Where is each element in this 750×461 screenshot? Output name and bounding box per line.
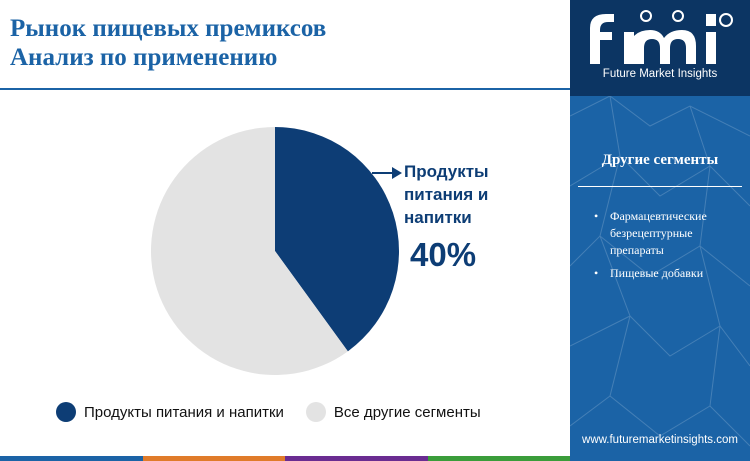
other-segments-list: • Фармацевтические безрецептурные препар… [594,208,744,288]
bullet-icon: • [594,209,599,223]
accent-bar-segment [427,456,570,461]
page-title: Рынок пищевых премиксов Анализ по примен… [10,14,565,72]
title-divider [0,88,570,90]
legend-swatch [305,402,326,422]
sidebar-heading: Другие сегменты [601,152,719,168]
title-line-1: Рынок пищевых премиксов [10,15,327,42]
pie-slice-food-beverages [275,127,399,352]
callout-arrow-icon [372,167,402,179]
accent-bar [0,456,570,461]
pie-chart [150,127,399,376]
callout-value: 40% [410,236,477,273]
title-line-2: Анализ по применению [10,44,278,71]
callout-label: Продукты питания и напитки [404,160,544,229]
fmi-logo [590,10,733,64]
list-item: • Пищевые добавки [594,265,744,282]
callout-label-line: напитки [404,208,472,227]
sidebar-divider [578,186,742,187]
accent-bar-segment [0,456,143,461]
pie-slice-other-segments [150,127,348,376]
accent-bar-segment [285,456,428,461]
legend-swatch [56,402,76,422]
sidebar: Future Market Insights Другие сегменты •… [570,0,750,461]
legend-item-other-segments: Все другие сегменты [305,402,481,422]
legend-label: Продукты питания и напитки [84,403,284,421]
list-item: • Фармацевтические безрецептурные препар… [594,208,744,259]
list-item-label: Пищевые добавки [610,266,704,280]
chart-legend: Продукты питания и напитки Все другие се… [56,402,503,422]
list-item-label: Фармацевтические безрецептурные препарат… [610,209,707,257]
bullet-icon: • [594,266,599,280]
logo-caption: Future Market Insights [602,68,718,80]
sidebar-texture [570,96,750,447]
legend-label: Все другие сегменты [333,403,481,421]
callout-label-line: Продукты [404,162,489,181]
callout-label-line: питания и [404,185,489,204]
website-link[interactable]: www.futuremarketinsights.com [582,434,738,446]
accent-bar-segment [142,456,285,461]
legend-item-food-beverages: Продукты питания и напитки [56,402,284,422]
